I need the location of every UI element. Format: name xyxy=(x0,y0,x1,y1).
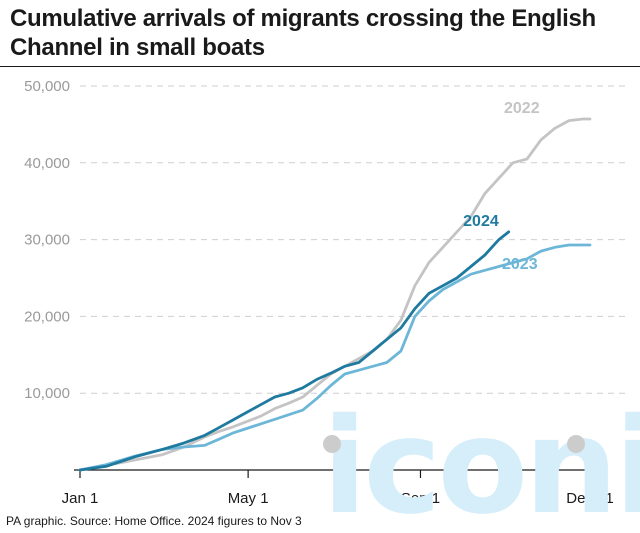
series-line-2024 xyxy=(78,230,511,472)
x-tick-label: May 1 xyxy=(228,490,269,507)
watermark: iconic xyxy=(322,390,640,533)
grid-layer: 10,000 20,000 30,000 40,000 50,000 xyxy=(24,78,630,402)
x-tick-label: Sep 1 xyxy=(401,490,440,507)
y-tick-label: 10,000 xyxy=(24,385,70,402)
y-tick-label: 20,000 xyxy=(24,308,70,325)
axis-layer: Jan 1 May 1 Sep 1 Dec 31 xyxy=(62,469,614,507)
series-label-2024: 2024 xyxy=(463,213,499,230)
watermark-dot xyxy=(323,435,341,453)
watermark-dot xyxy=(567,435,585,453)
series-label-2023: 2023 xyxy=(502,256,538,273)
series-label-layer: 2022 2023 2024 xyxy=(463,100,540,273)
x-tick-label: Jan 1 xyxy=(62,490,99,507)
series-layer xyxy=(78,117,592,472)
x-tick-label: Dec 31 xyxy=(566,490,614,507)
series-line-2023 xyxy=(78,243,592,472)
y-tick-label: 50,000 xyxy=(24,78,70,95)
y-tick-label: 40,000 xyxy=(24,155,70,172)
watermark-text: iconic xyxy=(322,390,640,533)
title-rule xyxy=(0,66,640,67)
series-label-2022: 2022 xyxy=(504,100,540,117)
chart-title: Cumulative arrivals of migrants crossing… xyxy=(10,5,596,61)
series-line-2022 xyxy=(78,117,592,472)
y-tick-label: 30,000 xyxy=(24,232,70,249)
source-note: PA graphic. Source: Home Office. 2024 fi… xyxy=(6,514,302,528)
